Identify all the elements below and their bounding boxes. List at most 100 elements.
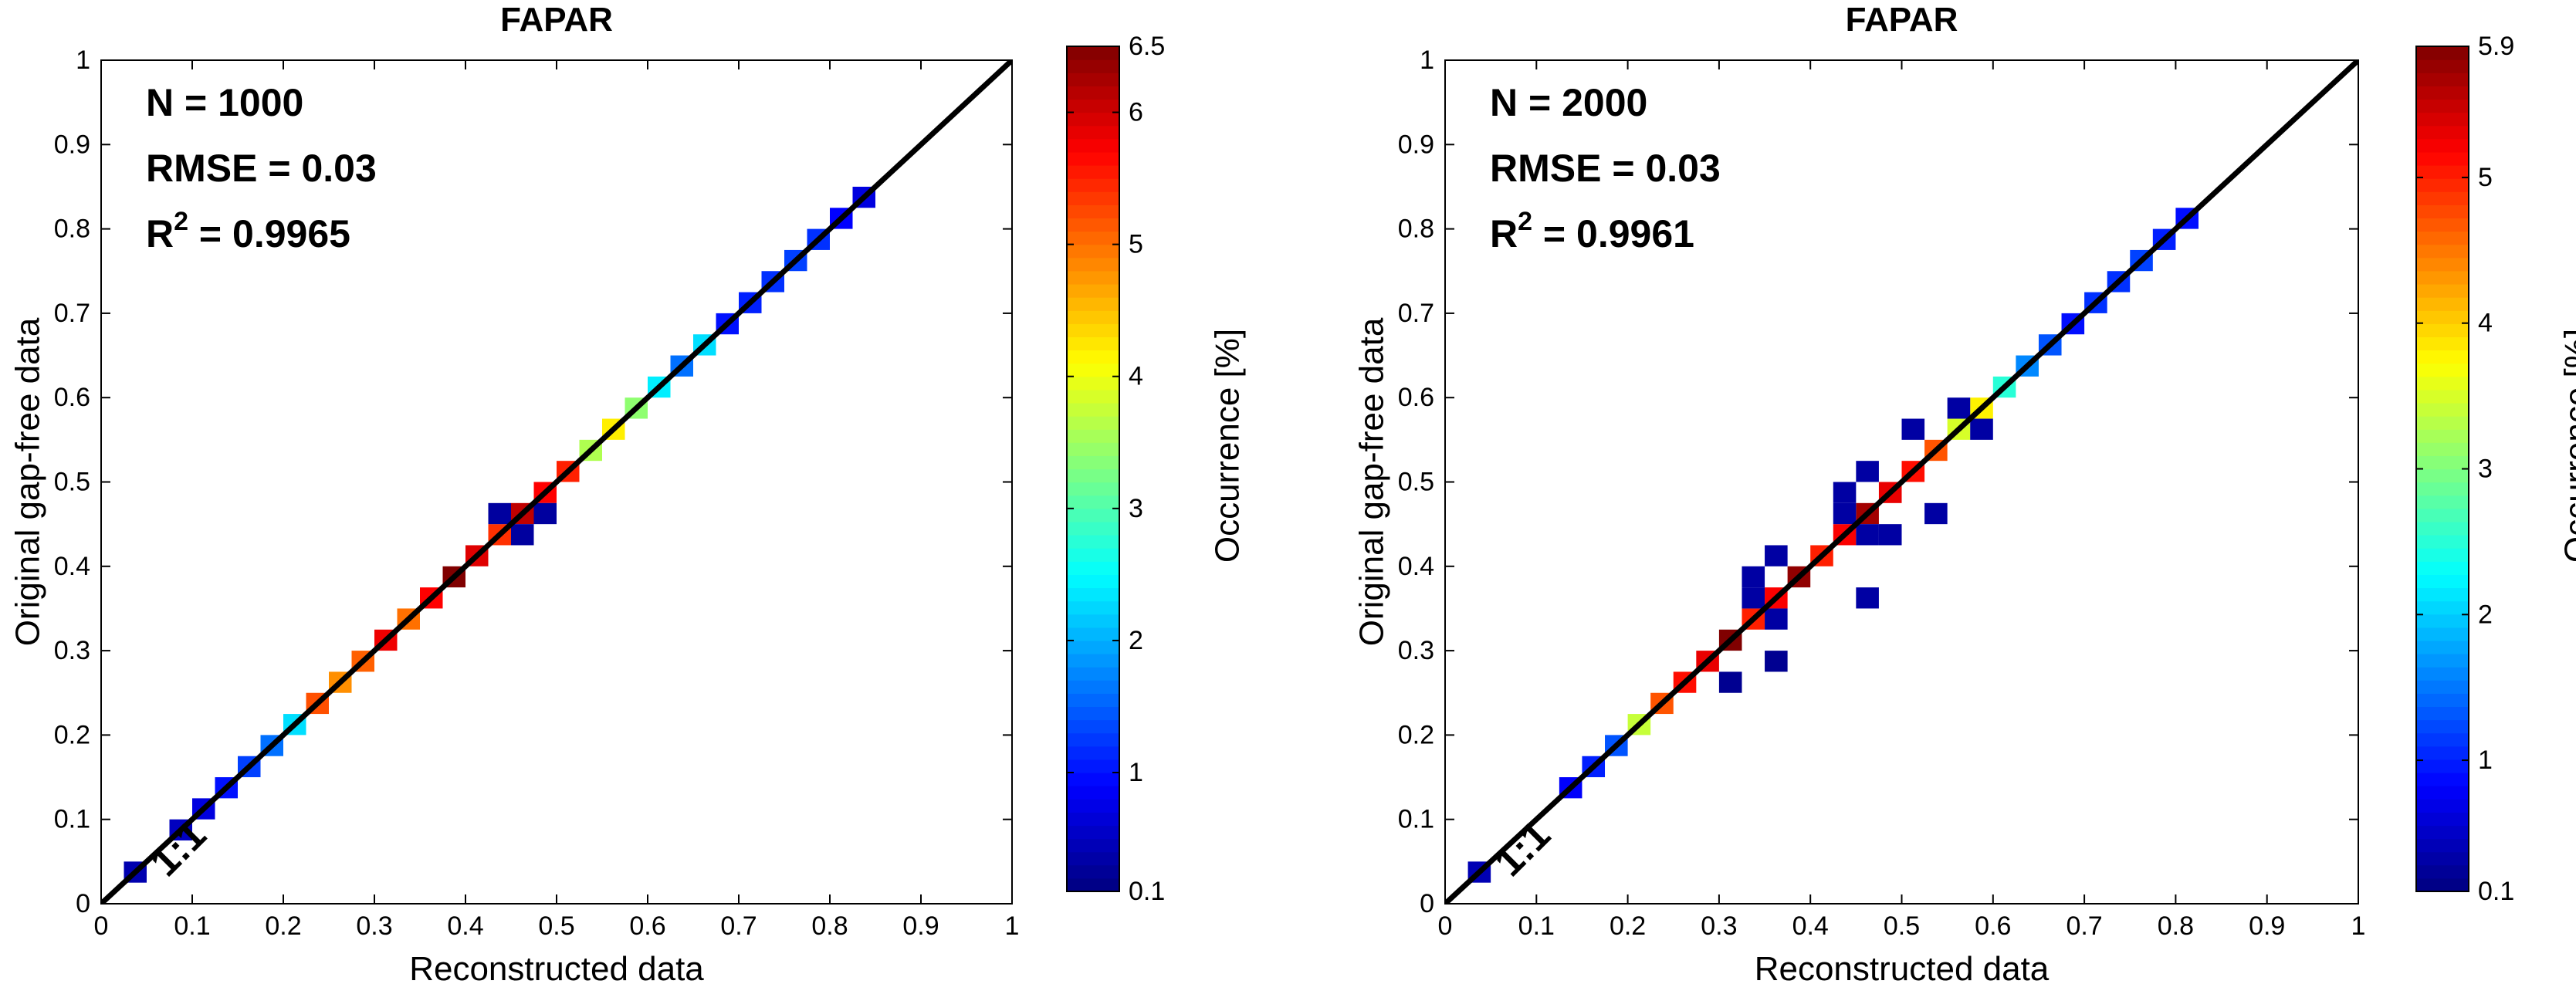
- colorbar-segment: [2416, 799, 2469, 813]
- colorbar-segment: [2416, 244, 2469, 259]
- colorbar-segment: [1067, 270, 1119, 285]
- y-tick-label: 1: [1420, 46, 1434, 75]
- colorbar-segment: [1067, 59, 1119, 73]
- rmse-annotation: RMSE = 0.03: [146, 147, 377, 190]
- colorbar-segment: [1067, 495, 1119, 509]
- y-tick-label: 0.6: [54, 383, 90, 412]
- colorbar-tick-label: 4: [2478, 309, 2493, 338]
- heatmap-cell: [1765, 545, 1788, 566]
- y-tick-label: 0.2: [54, 720, 90, 749]
- colorbar-segment: [1067, 759, 1119, 773]
- colorbar-segment: [2416, 773, 2469, 786]
- colorbar-segment: [2416, 323, 2469, 338]
- colorbar-segment: [1067, 706, 1119, 721]
- r2-annotation: R2 = 0.9961: [1490, 207, 1694, 255]
- colorbar-segment: [2416, 310, 2469, 324]
- y-tick-label: 0.8: [54, 215, 90, 244]
- x-tick-label: 0.7: [720, 911, 757, 941]
- colorbar-tick-label: 0.1: [1129, 877, 1165, 906]
- colorbar-segment: [2416, 99, 2469, 113]
- colorbar-segment: [1067, 178, 1119, 192]
- heatmap-cell: [533, 502, 557, 525]
- colorbar-segment: [1067, 350, 1119, 364]
- y-tick-label: 0.7: [54, 299, 90, 328]
- colorbar-segment: [2416, 191, 2469, 205]
- colorbar-segment: [2416, 667, 2469, 681]
- colorbar-segment: [2416, 706, 2469, 721]
- x-tick-label: 0.6: [1975, 911, 2011, 941]
- heatmap-cell: [1765, 651, 1788, 672]
- colorbar-segment: [1067, 416, 1119, 430]
- colorbar-segment: [1067, 310, 1119, 324]
- one-to-one-line: [1445, 60, 2358, 904]
- colorbar-segment: [1067, 138, 1119, 153]
- colorbar-segment: [1067, 151, 1119, 166]
- colorbar-segment: [1067, 205, 1119, 219]
- colorbar-segment: [2416, 812, 2469, 827]
- x-tick-label: 1: [1005, 911, 1020, 941]
- y-tick-label: 0.9: [1398, 130, 1434, 159]
- x-tick-label: 0: [1438, 911, 1453, 941]
- y-tick-label: 0.2: [1398, 720, 1434, 749]
- colorbar-tick-label: 2: [2478, 600, 2493, 629]
- y-tick-label: 0.3: [1398, 636, 1434, 665]
- colorbar-segment: [1067, 297, 1119, 311]
- colorbar-segment: [2416, 231, 2469, 245]
- colorbar-segment: [2416, 877, 2469, 892]
- colorbar-segment: [2416, 297, 2469, 311]
- colorbar-segment: [1067, 667, 1119, 681]
- heatmap-cell: [1833, 482, 1857, 503]
- heatmap-cell: [1718, 671, 1742, 693]
- colorbar-segment: [1067, 732, 1119, 747]
- r2-value: = 0.9965: [188, 212, 350, 255]
- colorbar-segment: [2416, 561, 2469, 575]
- x-tick-label: 0.8: [2158, 911, 2194, 941]
- y-tick-label: 0.4: [54, 552, 90, 581]
- panel-1: 1:10 0.1 0.2 0.3 0.4 0.5 0.6 0.7 0.8 0.9 100.10.20…: [9, 1, 1247, 984]
- colorbar-segment: [1067, 46, 1119, 60]
- colorbar-segment: [1067, 627, 1119, 641]
- x-tick-label: 0.4: [447, 911, 483, 941]
- colorbar-segment: [1067, 389, 1119, 404]
- colorbar: 0.1 1 2 3 4 5 6 6.5 Occurrence [%]: [1066, 32, 1247, 906]
- colorbar-tick-label: 1: [1129, 758, 1143, 787]
- r2-superscript: 2: [174, 207, 188, 236]
- colorbar-segment: [1067, 283, 1119, 298]
- colorbar-segment: [1067, 773, 1119, 786]
- colorbar-tick-label: 5: [2478, 163, 2493, 192]
- colorbar-segment: [2416, 495, 2469, 509]
- colorbar-segment: [2416, 614, 2469, 628]
- colorbar-segment: [1067, 614, 1119, 628]
- x-tick-label: 0.3: [1701, 911, 1737, 941]
- rmse-annotation: RMSE = 0.03: [1490, 147, 1721, 190]
- x-tick-label: 0.7: [2066, 911, 2102, 941]
- colorbar-segment: [2416, 732, 2469, 747]
- y-axis-label: Original gap-free data: [1353, 317, 1391, 646]
- colorbar-tick-label: 2: [1129, 626, 1143, 655]
- colorbar-segment: [2416, 680, 2469, 694]
- x-tick-label: 0.4: [1792, 911, 1829, 941]
- colorbar-segment: [1067, 112, 1119, 127]
- colorbar-segment: [2416, 178, 2469, 192]
- colorbar-segment: [2416, 416, 2469, 430]
- colorbar-segment: [2416, 627, 2469, 641]
- colorbar-segment: [2416, 363, 2469, 377]
- heatmap-cell: [1924, 502, 1948, 525]
- colorbar-segment: [2416, 468, 2469, 483]
- y-tick-label: 0.1: [1398, 805, 1434, 834]
- colorbar-tick-label: 5.9: [2478, 32, 2514, 61]
- x-tick-label: 0: [94, 911, 109, 941]
- colorbar-segment: [2416, 402, 2469, 417]
- colorbar-segment: [2416, 205, 2469, 219]
- colorbar-segment: [1067, 218, 1119, 232]
- colorbar-segment: [1067, 429, 1119, 443]
- colorbar-segment: [2416, 838, 2469, 853]
- colorbar-segment: [1067, 244, 1119, 259]
- colorbar-segment: [2416, 693, 2469, 708]
- colorbar-segment: [2416, 46, 2469, 60]
- colorbar-frame: [1066, 46, 1120, 892]
- x-tick-label: 0.1: [174, 911, 210, 941]
- colorbar-segment: [1067, 786, 1119, 800]
- y-tick-label: 0.8: [1398, 215, 1434, 244]
